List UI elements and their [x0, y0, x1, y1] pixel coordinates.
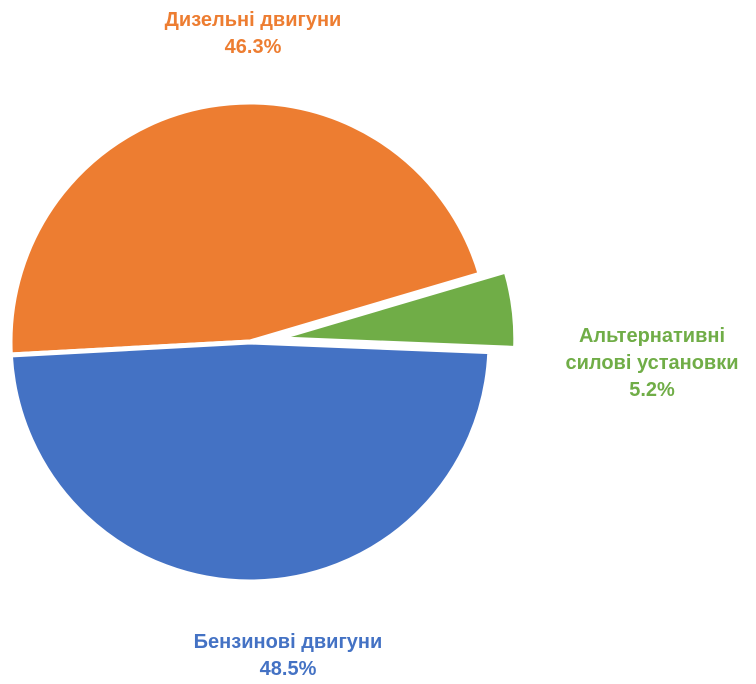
data-label-value: 5.2% [629, 379, 675, 401]
data-label: Альтернативні силові установки 5.2% [565, 325, 738, 401]
data-label-category: силові установки [565, 352, 738, 374]
data-label-value: 48.5% [260, 658, 317, 680]
data-label: Бензинові двигуни 48.5% [194, 631, 383, 680]
pie-slice [7, 339, 493, 585]
data-label-category: Дизельні двигуни [165, 9, 342, 31]
data-label-category: Альтернативні [579, 325, 725, 347]
data-label-category: Бензинові двигуни [194, 631, 383, 653]
pie-slice [273, 268, 519, 351]
data-label: Дизельні двигуни 46.3% [165, 9, 342, 58]
pie-slice [7, 99, 483, 358]
data-label-value: 46.3% [225, 36, 282, 58]
